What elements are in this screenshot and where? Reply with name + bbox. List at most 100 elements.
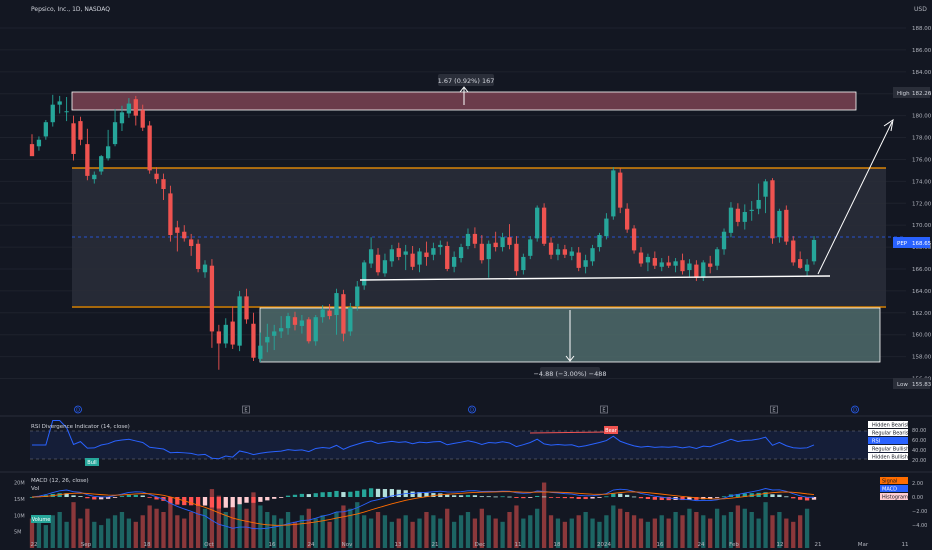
macd-legend: Signal MACD Histogram xyxy=(880,477,908,501)
candle-body xyxy=(521,256,526,271)
macd-histogram-bar xyxy=(749,493,754,497)
macd-histogram-bar xyxy=(140,495,145,497)
candle-body xyxy=(721,231,727,250)
macd-histogram-bar xyxy=(320,492,325,497)
volume-bar xyxy=(465,512,471,548)
volume-bar xyxy=(258,505,263,548)
volume-bar xyxy=(362,515,367,548)
price-tick-label: 170.00 xyxy=(912,223,932,229)
candle-body xyxy=(784,209,789,242)
candle-body xyxy=(189,239,194,246)
macd-histogram-bar xyxy=(71,495,76,497)
macd-histogram-bar xyxy=(265,497,270,501)
candle-body xyxy=(327,310,332,317)
candle-body xyxy=(126,103,132,114)
macd-line xyxy=(31,488,815,530)
candle-body xyxy=(680,260,685,272)
volume-bar xyxy=(687,508,692,548)
macd-histogram-bar xyxy=(721,496,727,498)
macd-histogram-bar xyxy=(154,497,159,500)
rsi-legend-swatch xyxy=(868,421,908,428)
macd-tick-label: −4.00 xyxy=(912,523,927,529)
candle-body xyxy=(161,179,166,190)
candle-body xyxy=(119,112,125,124)
price-tick-label: 166.00 xyxy=(912,267,932,273)
macd-histogram-bar xyxy=(431,493,436,497)
candle-body xyxy=(666,262,671,266)
volume-tick-label: 10M xyxy=(14,513,25,519)
macd-histogram-bar xyxy=(514,497,519,498)
macd-histogram-bar xyxy=(479,496,484,498)
macd-histogram-bar xyxy=(99,497,104,500)
measure-up-head xyxy=(459,86,469,93)
rsi-legend: Hidden Bearish Regular Bearish RSI Regular … xyxy=(868,421,912,461)
macd-histogram-bar xyxy=(278,497,284,498)
price-axis[interactable]: 188.00186.00184.00182.00180.00178.00176.… xyxy=(912,26,932,383)
macd-histogram-bar xyxy=(604,496,609,498)
candle-body xyxy=(569,251,574,256)
volume-bar xyxy=(555,518,561,548)
neckline[interactable] xyxy=(359,275,831,281)
volume-bar xyxy=(728,512,734,548)
macd-legend-item: Histogram xyxy=(882,495,908,501)
candle-body xyxy=(244,296,249,320)
candle-body xyxy=(597,235,602,248)
projection-arrowhead xyxy=(883,118,894,132)
volume-tick-label: 15M xyxy=(14,497,25,503)
price-tick-label: 178.00 xyxy=(912,136,932,142)
candle-body xyxy=(493,242,498,248)
macd-histogram-bar xyxy=(133,494,138,497)
price-tick-label: 162.00 xyxy=(912,311,932,317)
macd-histogram-bar xyxy=(368,488,374,497)
candle-body xyxy=(804,264,810,272)
macd-histogram-bar xyxy=(251,497,256,503)
projection-arrow[interactable] xyxy=(817,121,893,275)
candle-body xyxy=(389,249,395,262)
macd-histogram-bar xyxy=(258,497,263,502)
candle-body xyxy=(154,173,159,180)
macd-histogram-bar xyxy=(465,494,471,497)
time-tick-label: Mar xyxy=(858,542,869,548)
rsi-legend-item: Regular Bearish xyxy=(872,431,912,437)
volume-bar xyxy=(445,508,450,548)
volume-bar xyxy=(417,518,422,548)
volume-bar xyxy=(105,518,111,548)
volume-bar xyxy=(431,515,436,548)
candle-body xyxy=(251,323,256,358)
volume-bar xyxy=(375,512,381,548)
volume-bar xyxy=(784,518,789,548)
candle-body xyxy=(85,144,90,176)
candle-body xyxy=(548,242,554,255)
macd-histogram-bar xyxy=(355,490,360,497)
time-tick-label: 24 xyxy=(308,542,315,548)
candle-body xyxy=(99,156,104,172)
volume-bar xyxy=(209,489,215,548)
time-tick-label: 22 xyxy=(31,542,38,548)
volume-bar xyxy=(804,508,810,548)
candle-body xyxy=(29,144,35,157)
time-tick-label: Nov xyxy=(342,542,353,548)
time-tick-label: 12 xyxy=(777,542,784,548)
candle-body xyxy=(334,293,339,315)
macd-histogram-bar xyxy=(216,497,221,509)
volume-bar xyxy=(92,521,97,548)
volume-bar xyxy=(424,512,429,548)
macd-histogram-bar xyxy=(638,497,644,499)
time-tick-label: 11 xyxy=(902,542,909,548)
volume-bar xyxy=(756,518,761,548)
volume-bar xyxy=(735,505,741,548)
volume-bar xyxy=(126,518,132,548)
candle-body xyxy=(417,251,422,265)
volume-bar xyxy=(597,521,602,548)
macd-histogram-bar xyxy=(541,496,547,498)
candle-body xyxy=(763,181,768,197)
candle-body xyxy=(701,262,706,278)
volume-bar xyxy=(348,508,353,548)
macd-legend-swatch xyxy=(880,493,908,500)
macd-histogram-bar xyxy=(735,494,741,497)
time-axis[interactable]: 22 Sep 18 Oct 16 24 Nov 13 21 Dec 11 18 2024 16 24 Feb 1… xyxy=(31,542,909,548)
candle-body xyxy=(742,212,747,222)
macd-histogram-bar xyxy=(272,497,277,499)
measure-up-label-bg xyxy=(438,74,494,86)
